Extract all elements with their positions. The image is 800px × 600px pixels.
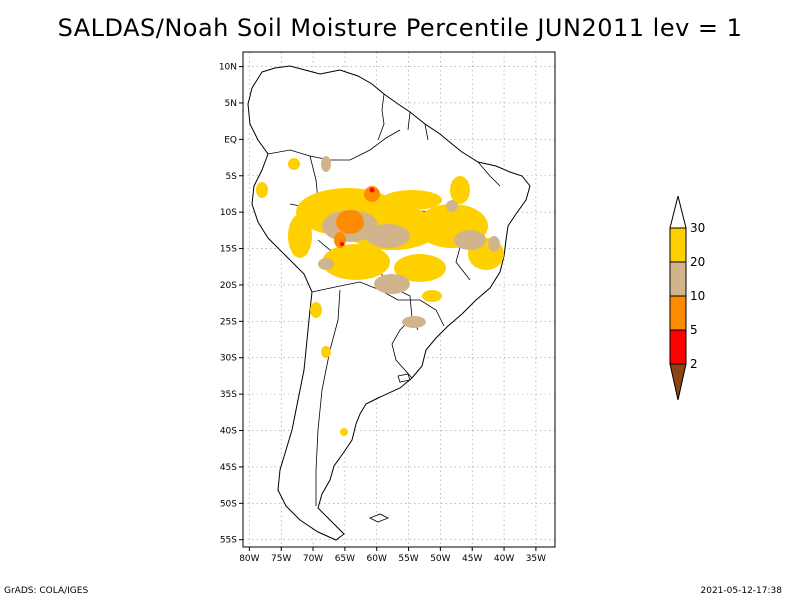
map-frame xyxy=(242,51,556,548)
colorbar-top-arrow xyxy=(669,195,687,229)
lon-tick-label: 60W xyxy=(367,554,387,564)
lat-tick-label: 35S xyxy=(220,390,237,400)
lat-tick-label: 50S xyxy=(220,499,237,509)
lat-tick-label: 30S xyxy=(220,354,237,364)
lon-tick-label: 70W xyxy=(303,554,323,564)
longitude-labels: 80W 75W 70W 65W 60W 55W 50W 45W 40W 35W xyxy=(239,547,546,564)
lagoon-outline xyxy=(397,373,411,383)
colorbar-label: 10 xyxy=(690,289,705,303)
lat-tick-label: 25S xyxy=(220,317,237,327)
latitude-labels: 10N 5N EQ 5S 10S 15S 20S 25S 30S 35S 40S 45S 50S 55S xyxy=(219,63,243,546)
lon-tick-label: 75W xyxy=(271,554,291,564)
colorbar-bin xyxy=(669,295,687,331)
map-title: SALDAS/Noah Soil Moisture Percentile JUN… xyxy=(57,14,743,42)
percentile-shading xyxy=(256,156,504,436)
footer-timestamp: 2021-05-12-17:38 xyxy=(700,586,783,596)
lon-tick-label: 55W xyxy=(398,554,418,564)
lat-tick-label: 55S xyxy=(220,536,237,546)
colorbar-label: 5 xyxy=(690,323,698,337)
colorbar-label: 30 xyxy=(690,221,705,235)
lat-tick-label: 45S xyxy=(220,463,237,473)
lat-tick-label: 40S xyxy=(220,427,237,437)
lat-tick-label: 10S xyxy=(220,208,237,218)
colorbar-bin xyxy=(669,261,687,297)
colorbar: 30 20 10 5 2 xyxy=(669,195,705,401)
colorbar-bottom-arrow xyxy=(669,363,687,401)
lat-tick-label: 10N xyxy=(219,63,237,73)
lon-tick-label: 80W xyxy=(239,554,259,564)
lat-tick-label: 15S xyxy=(220,245,237,255)
lat-tick-label: 20S xyxy=(220,281,237,291)
lon-tick-label: 50W xyxy=(430,554,450,564)
lat-tick-label: 5N xyxy=(225,99,237,109)
lon-tick-label: 45W xyxy=(462,554,482,564)
colorbar-label: 2 xyxy=(690,357,698,371)
lon-tick-label: 35W xyxy=(526,554,546,564)
footer-credit: GrADS: COLA/IGES xyxy=(4,586,89,596)
colorbar-label: 20 xyxy=(690,255,705,269)
colorbar-bin xyxy=(669,329,687,365)
lon-tick-label: 65W xyxy=(335,554,355,564)
lat-tick-label: EQ xyxy=(224,135,237,145)
map-plot-area xyxy=(242,51,556,548)
colorbar-bin xyxy=(669,227,687,263)
falkland-islands xyxy=(369,513,389,523)
lon-tick-label: 40W xyxy=(494,554,514,564)
lat-tick-label: 5S xyxy=(226,172,238,182)
